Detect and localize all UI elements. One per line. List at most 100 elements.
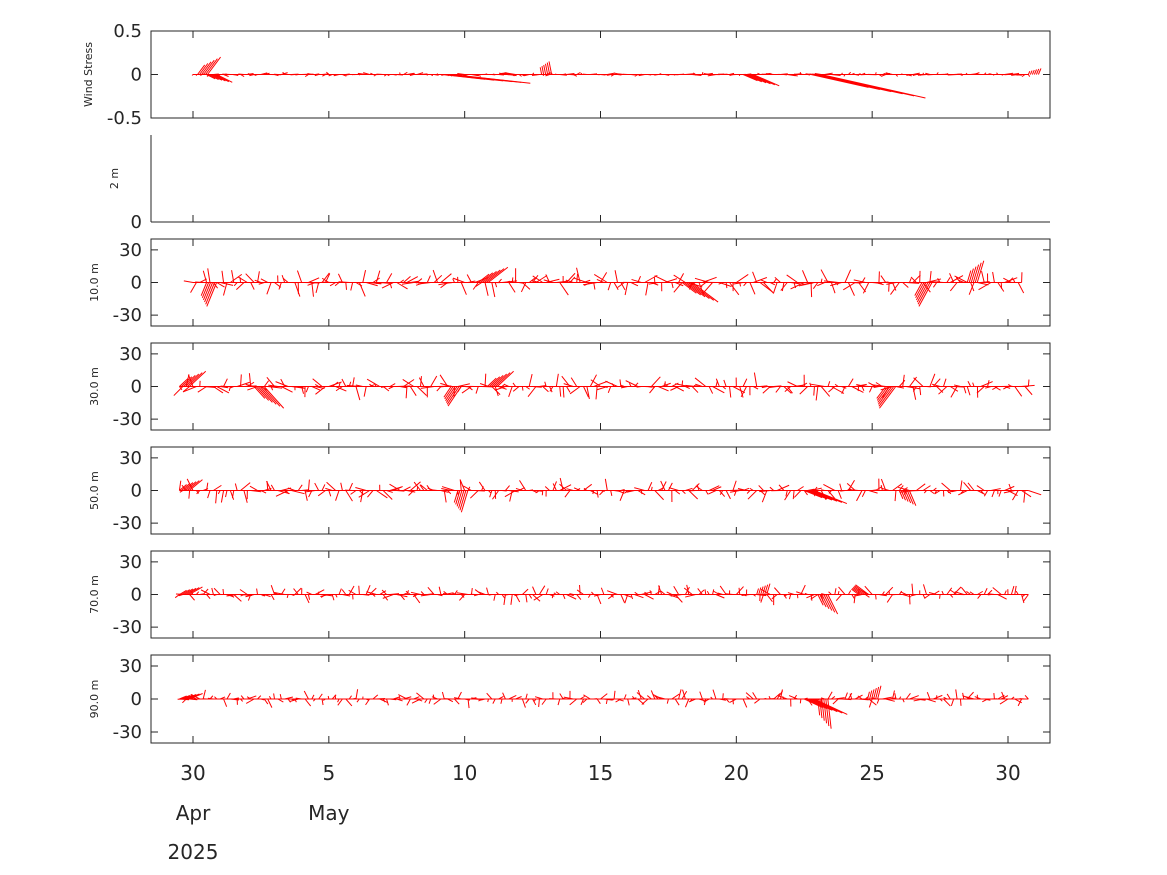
- stick-vector: [185, 587, 197, 595]
- stick-vector: [733, 282, 744, 285]
- stick-vector: [861, 490, 866, 498]
- stick-vector: [213, 73, 219, 75]
- stick-vector: [197, 64, 206, 75]
- stick-vector: [931, 383, 941, 387]
- stick-vector: [248, 373, 252, 387]
- stick-vector: [1004, 386, 1011, 389]
- stick-vector: [291, 594, 295, 597]
- stick-vector: [827, 381, 831, 387]
- stick-vector: [749, 282, 756, 295]
- stick-vector: [304, 594, 310, 604]
- stick-vector: [297, 484, 303, 491]
- stick-vector: [823, 594, 833, 611]
- stick-vector: [590, 379, 601, 387]
- stick-vector: [317, 490, 326, 497]
- stick-vector: [281, 386, 293, 393]
- stick-vector: [277, 698, 284, 703]
- stick-vector: [273, 591, 285, 595]
- stick-vector: [388, 386, 394, 390]
- panel-70-0-m: 30 0 -30 70.0 m: [88, 550, 1051, 639]
- stick-vector: [992, 587, 1002, 595]
- stick-vector: [492, 490, 500, 500]
- stick-vector: [654, 275, 669, 283]
- stick-vector: [569, 386, 581, 395]
- stick-vector: [337, 698, 343, 706]
- stick-vector: [1008, 384, 1012, 387]
- stick-vector: [358, 585, 360, 595]
- y-axis-label: 10.0 m: [88, 263, 101, 302]
- stick-vector: [267, 386, 283, 389]
- stick-vector: [861, 386, 865, 391]
- stick-vector: [692, 72, 696, 75]
- stick-vector: [286, 594, 289, 599]
- stick-vector: [773, 587, 781, 595]
- stick-vector: [615, 698, 622, 703]
- stick-vector: [453, 490, 459, 503]
- stick-vector: [941, 482, 951, 491]
- stick-vector: [315, 383, 319, 387]
- stick-vector: [396, 282, 408, 290]
- stick-vector: [712, 689, 717, 700]
- stick-vector: [437, 594, 443, 597]
- stick-vector: [873, 688, 877, 700]
- stick-vector: [399, 594, 405, 601]
- stick-vector: [977, 590, 984, 595]
- stick-vector: [591, 591, 595, 595]
- stick-vector: [535, 490, 540, 494]
- stick-vector: [254, 74, 258, 77]
- stick-vector: [966, 591, 971, 595]
- stick-vector: [459, 490, 467, 511]
- stick-vector: [1021, 594, 1025, 604]
- stick-vector: [943, 696, 948, 700]
- panel-10-0-m: 30 0 -30 10.0 m: [88, 238, 1051, 327]
- stick-vector: [213, 386, 224, 394]
- stick-vector: [308, 277, 320, 283]
- stick-vector: [254, 279, 262, 283]
- stick-vector: [174, 594, 180, 599]
- stick-vector: [542, 386, 549, 393]
- stick-vector: [197, 386, 207, 393]
- stick-vector: [827, 698, 832, 729]
- stick-vector: [634, 594, 644, 599]
- stick-vector: [725, 593, 733, 595]
- stick-vector: [545, 63, 549, 75]
- stick-vector: [936, 72, 939, 75]
- stick-vector: [607, 386, 612, 393]
- stick-vector: [664, 74, 670, 76]
- stick-vector: [403, 71, 408, 75]
- stick-vector: [296, 270, 303, 283]
- stick-vector: [881, 487, 890, 491]
- stick-vector: [223, 74, 229, 77]
- stick-vector: [960, 490, 965, 494]
- stick-vector: [335, 386, 343, 392]
- stick-vector: [992, 386, 999, 391]
- stick-vector: [338, 382, 341, 387]
- stick-vector: [179, 589, 187, 595]
- stick-vector: [949, 282, 958, 292]
- stick-vector: [600, 272, 608, 283]
- stick-vector: [409, 386, 417, 396]
- stick-vector: [467, 280, 476, 283]
- stick-vector: [298, 386, 304, 389]
- stick-vector: [954, 591, 964, 595]
- x-month-label: May: [308, 801, 350, 825]
- stick-vector: [320, 594, 329, 598]
- stick-vector: [245, 273, 255, 283]
- stick-vector: [311, 282, 314, 297]
- stick-vector: [851, 594, 855, 599]
- stick-vector: [508, 695, 517, 700]
- stick-vector: [579, 695, 585, 700]
- stick-vector: [729, 698, 737, 703]
- stick-vector: [263, 698, 269, 705]
- stick-vector: [675, 383, 689, 387]
- stick-vector: [820, 386, 831, 397]
- stick-vector: [980, 281, 990, 283]
- stick-vector: [712, 386, 725, 394]
- stick-vector: [719, 585, 727, 595]
- stick-vector: [806, 594, 815, 599]
- stick-vector: [406, 276, 419, 283]
- stick-vector: [685, 384, 696, 387]
- stick-vector: [841, 386, 846, 394]
- stick-vector: [1008, 483, 1012, 491]
- stick-vector: [1029, 70, 1033, 75]
